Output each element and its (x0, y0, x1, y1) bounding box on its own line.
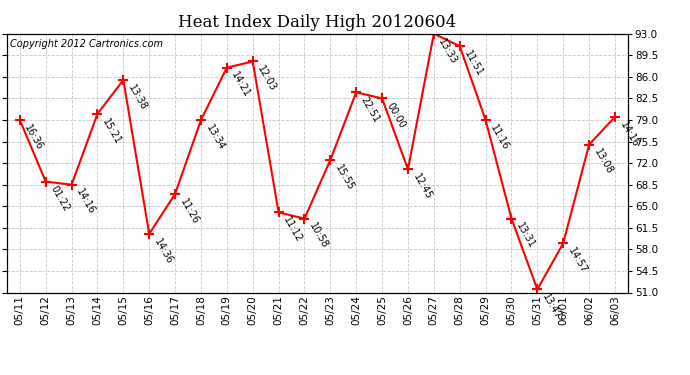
Text: 11:51: 11:51 (462, 49, 485, 78)
Text: 13:38: 13:38 (126, 83, 148, 112)
Text: Copyright 2012 Cartronics.com: Copyright 2012 Cartronics.com (10, 39, 163, 49)
Text: 12:03: 12:03 (255, 64, 278, 93)
Text: 11:12: 11:12 (282, 215, 304, 244)
Text: 10:58: 10:58 (307, 221, 330, 251)
Text: 13:47: 13:47 (540, 292, 563, 321)
Text: 22:51: 22:51 (359, 95, 382, 124)
Text: 14:57: 14:57 (566, 246, 589, 275)
Text: 01:22: 01:22 (48, 184, 71, 214)
Text: 16:36: 16:36 (23, 123, 45, 152)
Text: 15:55: 15:55 (333, 163, 356, 192)
Text: 13:31: 13:31 (514, 221, 537, 251)
Text: 12:45: 12:45 (411, 172, 433, 201)
Text: 13:34: 13:34 (204, 123, 226, 152)
Text: 14:16: 14:16 (75, 188, 97, 216)
Text: 14:36: 14:36 (152, 237, 175, 266)
Text: 13:33: 13:33 (437, 36, 459, 66)
Text: 11:16: 11:16 (489, 123, 511, 152)
Text: 15:21: 15:21 (100, 117, 123, 146)
Text: 14:21: 14:21 (230, 70, 253, 99)
Text: 00:00: 00:00 (385, 101, 407, 130)
Text: 11:26: 11:26 (178, 197, 201, 226)
Text: 14:16: 14:16 (618, 120, 640, 149)
Text: 13:08: 13:08 (592, 147, 614, 177)
Title: Heat Index Daily High 20120604: Heat Index Daily High 20120604 (178, 14, 457, 31)
